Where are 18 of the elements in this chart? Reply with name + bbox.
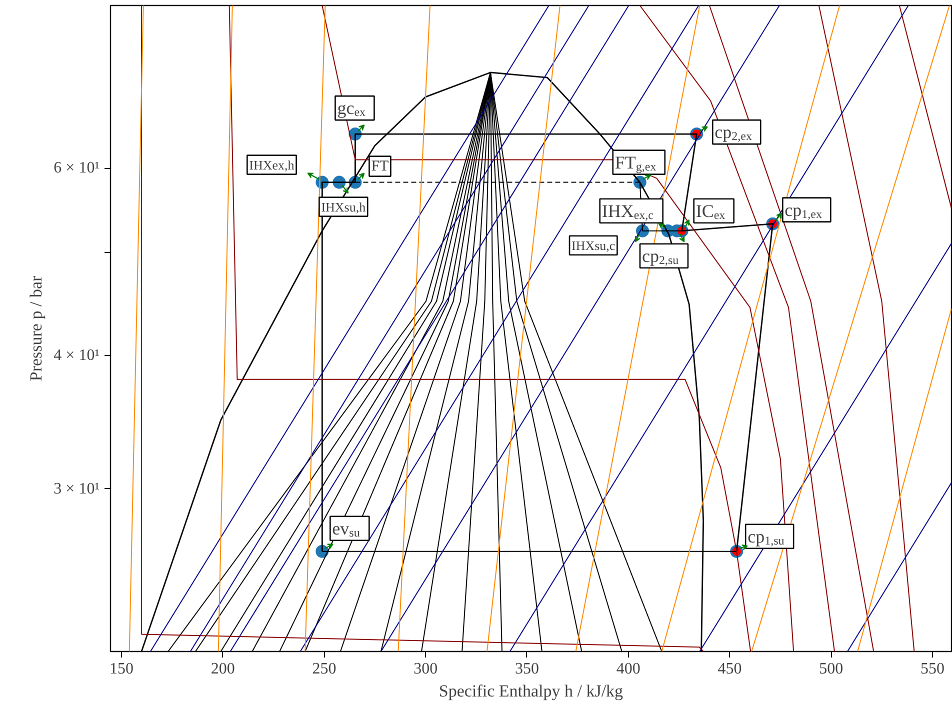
annotation: IHXex,h [249,157,295,172]
annotation: IHXsu,h [321,199,366,214]
annotation: IHXsu,c [572,238,616,253]
x-tick-label: 300 [414,660,438,678]
x-tick-label: 250 [312,660,336,678]
x-tick-label: 200 [210,660,235,678]
x-axis-title: Specific Enthalpy h / kJ/kg [438,682,624,700]
x-tick-label: 500 [819,660,844,678]
x-tick-label: 550 [920,660,944,678]
y-tick-label: 4 × 10¹ [54,347,100,364]
x-tick-label: 400 [616,660,640,678]
annotation: FT [371,158,389,174]
y-axis-title: Pressure p / bar [26,276,46,382]
x-tick-label: 450 [718,660,742,678]
x-tick-label: 150 [109,660,134,678]
y-tick-label: 6 × 10¹ [54,160,100,177]
x-tick-label: 350 [514,660,539,678]
y-tick-label: 3 × 10¹ [54,480,100,498]
